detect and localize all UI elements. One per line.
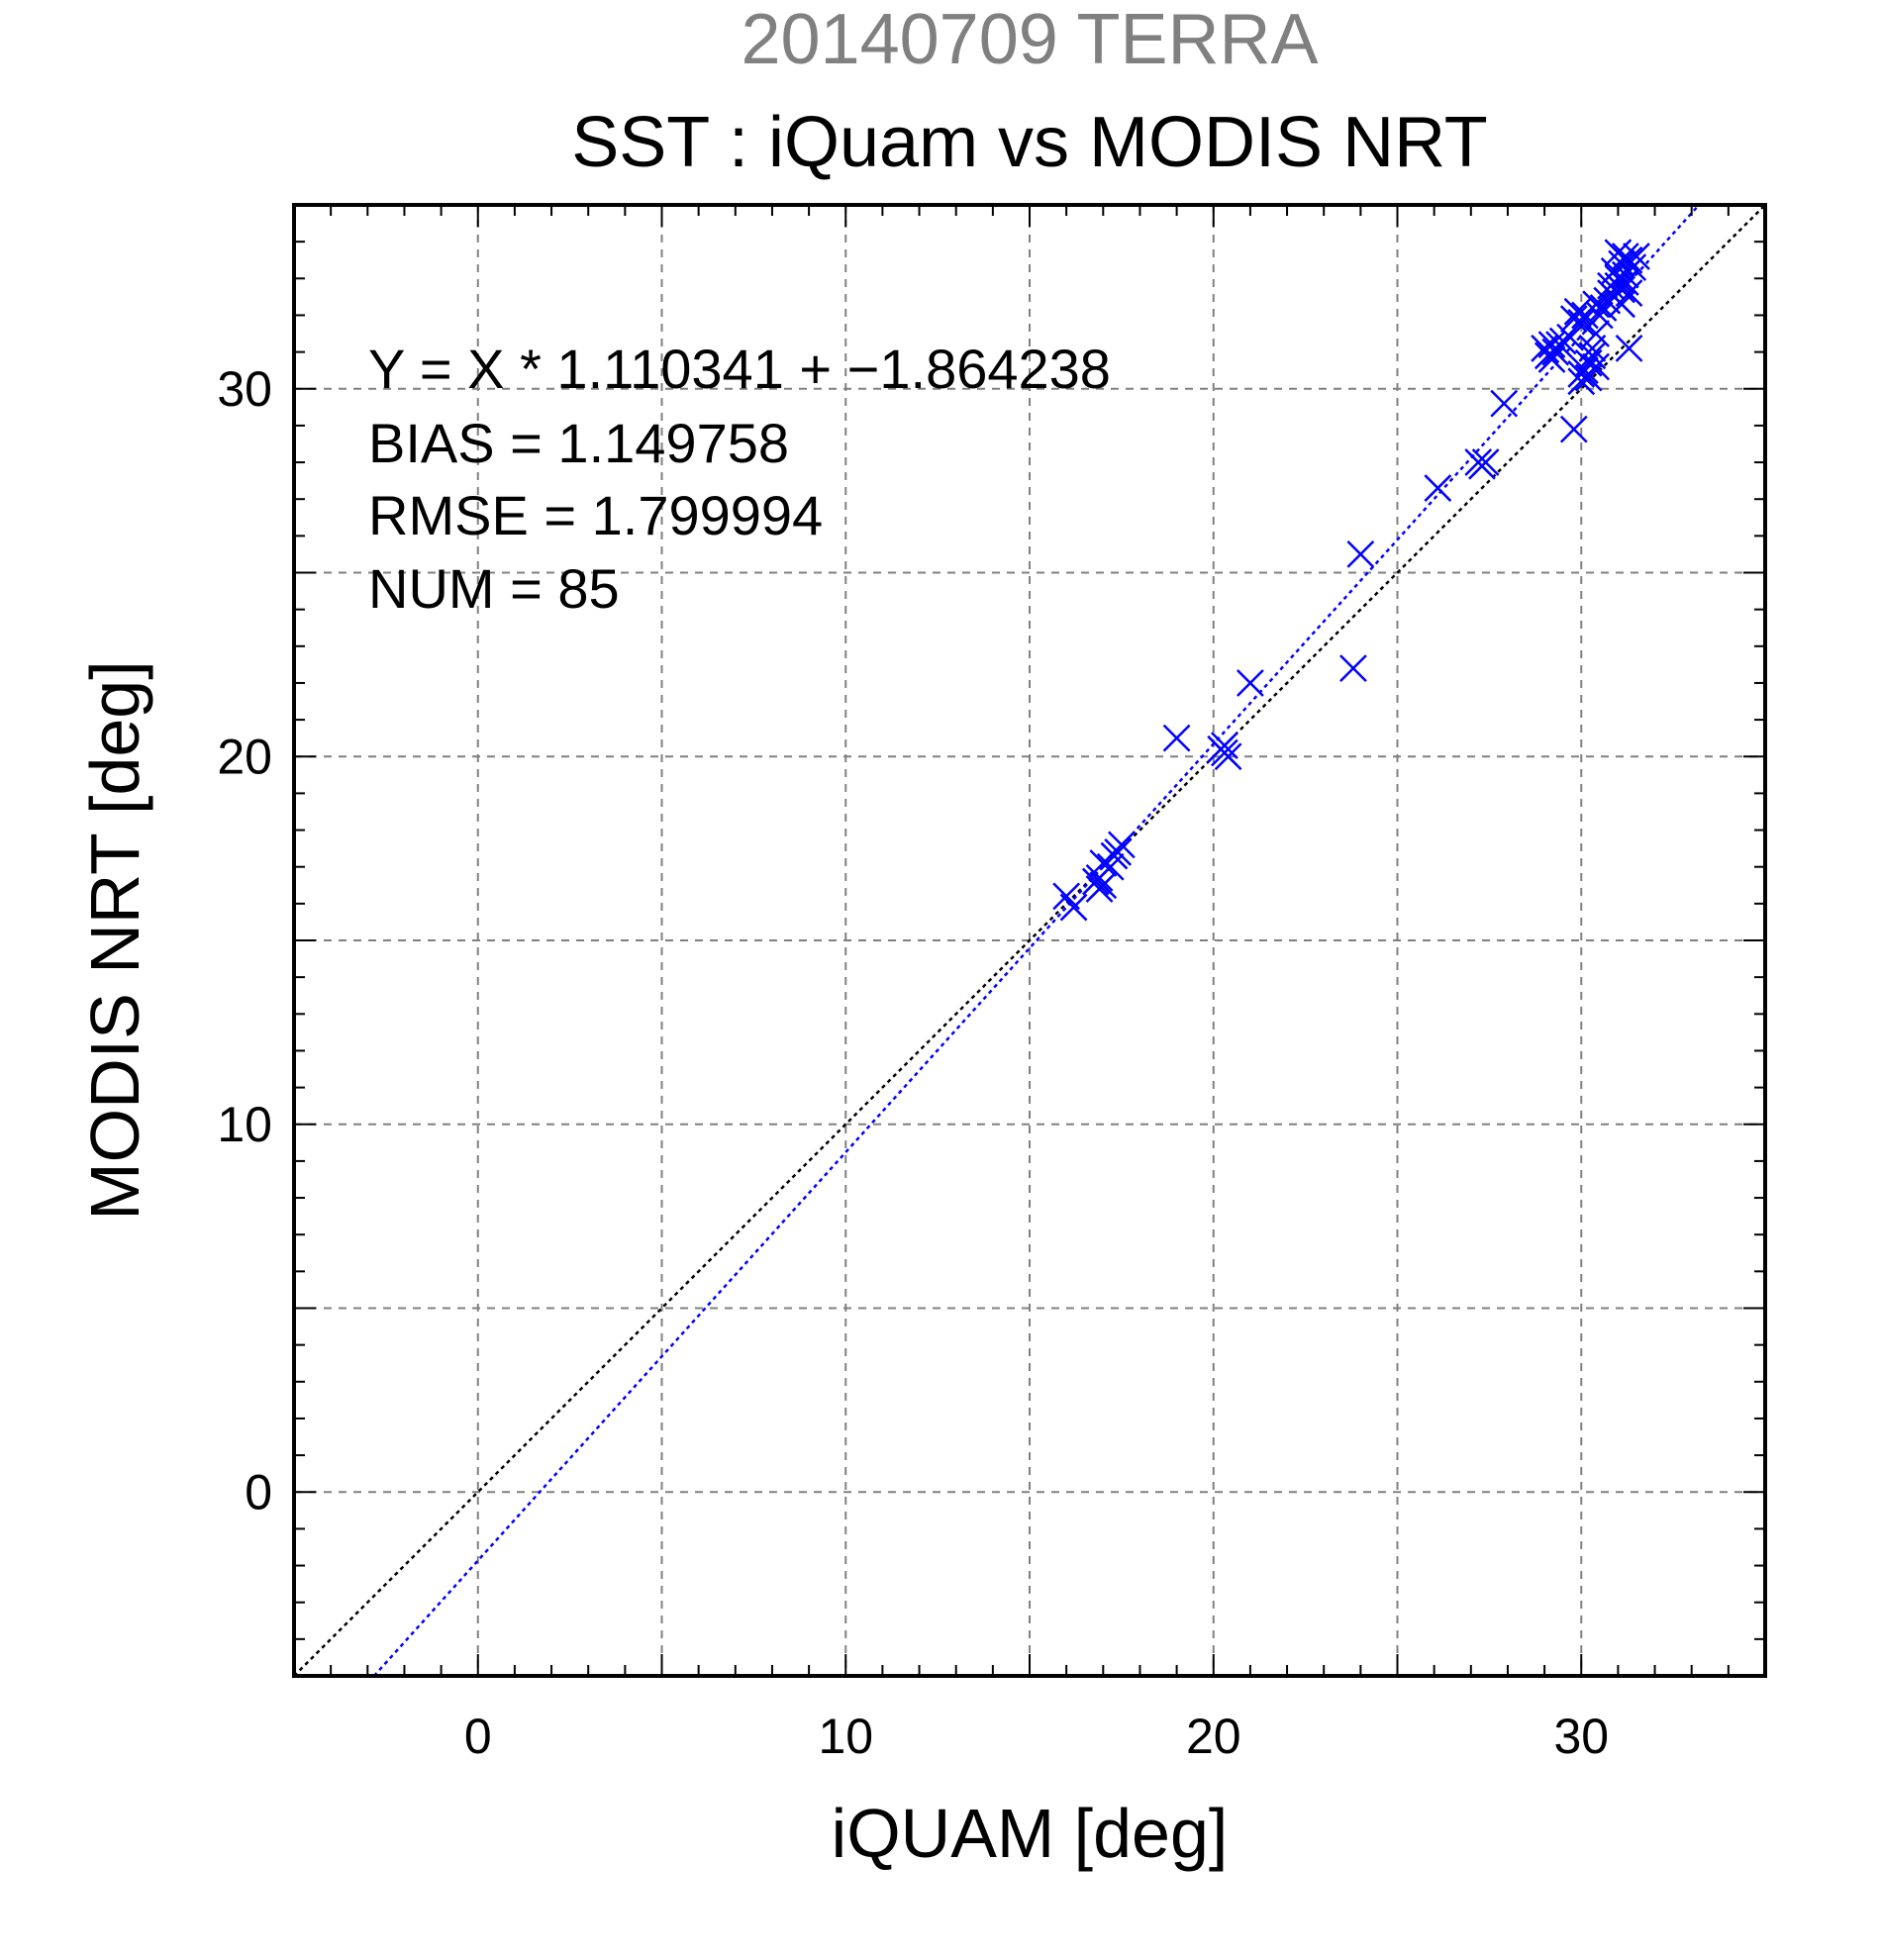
- rmse-text: RMSE = 1.799994: [368, 484, 823, 546]
- num-text: NUM = 85: [368, 557, 620, 620]
- bias-text: BIAS = 1.149758: [368, 412, 789, 474]
- data-point-marker: [1537, 345, 1566, 373]
- data-point-marker: [1089, 871, 1118, 900]
- chart-title: SST : iQuam vs MODIS NRT: [571, 103, 1488, 182]
- data-point-marker: [1559, 415, 1588, 443]
- data-point-marker: [1559, 305, 1588, 334]
- data-point-marker: [1490, 389, 1519, 418]
- plot-frame: [292, 203, 1767, 1678]
- data-point-marker: [1424, 474, 1452, 502]
- grid-lines: [294, 205, 1765, 1676]
- data-point-marker: [1346, 540, 1375, 568]
- data-point-marker: [1608, 290, 1635, 319]
- chart-supertitle: 20140709 TERRA: [741, 0, 1318, 79]
- data-point-marker: [1214, 742, 1242, 771]
- reference-lines: [293, 204, 1766, 1677]
- data-point-marker: [1237, 669, 1264, 697]
- data-point-marker: [1567, 308, 1596, 337]
- data-point-marker: [1585, 301, 1614, 330]
- data-point-marker: [1623, 243, 1650, 270]
- x-axis-label: iQUAM [deg]: [832, 1795, 1229, 1872]
- x-tick-label: 10: [818, 1709, 873, 1764]
- regression-equation: Y = X * 1.110341 + −1.864238: [368, 338, 1111, 400]
- data-point-marker: [1059, 893, 1088, 922]
- data-point-marker: [1471, 448, 1500, 476]
- y-tick-label: 10: [217, 1097, 272, 1152]
- y-tick-label: 0: [245, 1464, 272, 1519]
- x-tick-labels: 0 10 20 30: [464, 1709, 1609, 1764]
- stats-annotation: Y = X * 1.110341 + −1.864238 BIAS = 1.14…: [368, 338, 1111, 620]
- data-point-marker: [1582, 290, 1610, 319]
- data-point-marker: [1085, 863, 1114, 892]
- data-point-marker: [1567, 360, 1596, 388]
- data-point-marker: [1339, 654, 1367, 682]
- data-point-marker: [1597, 271, 1625, 300]
- data-points: [1052, 239, 1650, 922]
- y-tick-labels: 0 10 20 30: [217, 361, 272, 1520]
- data-point-marker: [1611, 260, 1639, 289]
- y-tick-label: 30: [217, 361, 272, 417]
- data-point-marker: [1578, 342, 1607, 370]
- data-point-marker: [1608, 249, 1635, 278]
- data-point-marker: [1556, 323, 1584, 351]
- data-point-marker: [1211, 732, 1238, 759]
- data-point-marker: [1582, 320, 1610, 347]
- y-axis-label: MODIS NRT [deg]: [76, 660, 153, 1220]
- x-tick-label: 30: [1553, 1709, 1609, 1764]
- x-tick-label: 0: [464, 1709, 492, 1764]
- one-to-one-line: [293, 204, 1766, 1677]
- data-point-marker: [1104, 837, 1133, 866]
- data-point-marker: [1107, 831, 1136, 859]
- x-tick-label: 20: [1186, 1709, 1241, 1764]
- data-point-marker: [1162, 724, 1191, 752]
- data-point-marker: [1537, 331, 1566, 359]
- data-point-marker: [1574, 363, 1603, 392]
- regression-line: [372, 204, 1701, 1677]
- data-point-marker: [1615, 335, 1643, 362]
- y-tick-label: 20: [217, 729, 272, 784]
